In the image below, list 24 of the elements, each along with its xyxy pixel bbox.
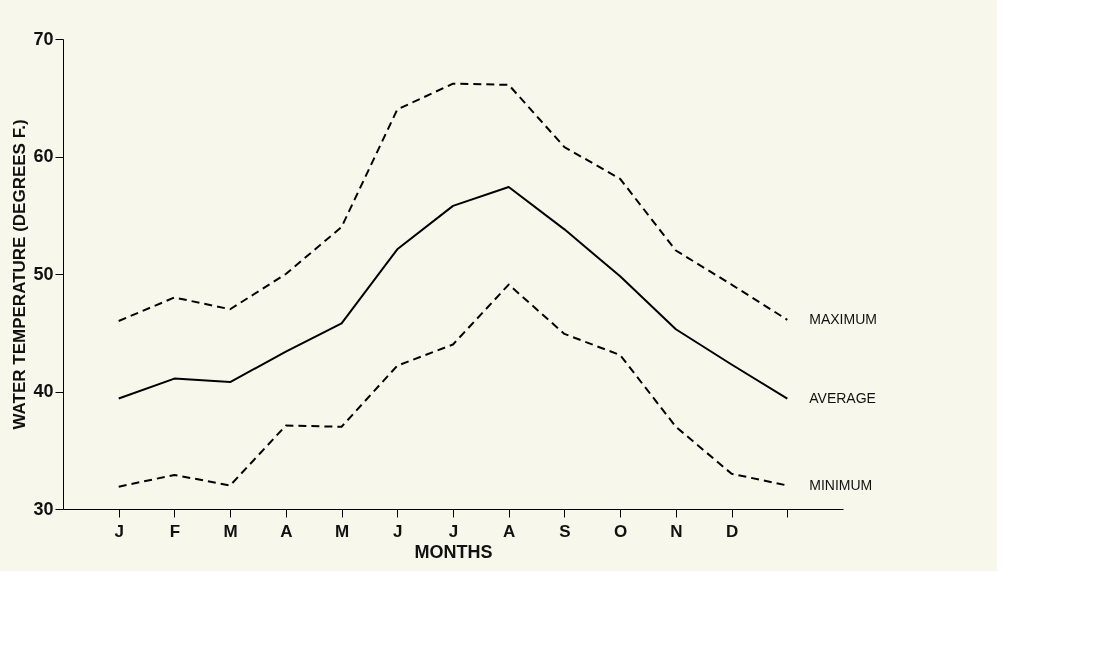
x-tick-label: M bbox=[334, 521, 350, 541]
y-tick-label: 60 bbox=[33, 146, 54, 166]
y-tick-label: 30 bbox=[33, 498, 54, 519]
x-tick-label: D bbox=[725, 521, 739, 541]
series-label: AVERAGE bbox=[809, 389, 876, 406]
x-tick-label: A bbox=[280, 521, 293, 541]
line-series bbox=[117, 186, 789, 400]
x-axis-title: MONTHS bbox=[414, 541, 493, 562]
x-tick-label: O bbox=[614, 521, 628, 541]
x-tick-label: M bbox=[223, 521, 238, 541]
x-tick-label: J bbox=[448, 521, 459, 541]
series-label: MINIMUM bbox=[809, 476, 873, 493]
y-tick-label: 40 bbox=[33, 381, 54, 401]
y-axis-title: WATER TEMPERATURE (DEGREES F.) bbox=[10, 119, 30, 430]
x-tick-label: J bbox=[393, 521, 403, 541]
series-label: MAXIMUM bbox=[809, 310, 877, 327]
line-series bbox=[117, 82, 789, 322]
x-tick-label: J bbox=[114, 521, 124, 541]
y-tick-label: 70 bbox=[33, 28, 54, 49]
x-tick-label: N bbox=[670, 521, 683, 541]
x-tick-label: F bbox=[169, 521, 181, 541]
x-tick-label: S bbox=[559, 521, 571, 541]
x-tick-label: A bbox=[503, 521, 516, 541]
y-tick-label: 50 bbox=[33, 263, 54, 284]
